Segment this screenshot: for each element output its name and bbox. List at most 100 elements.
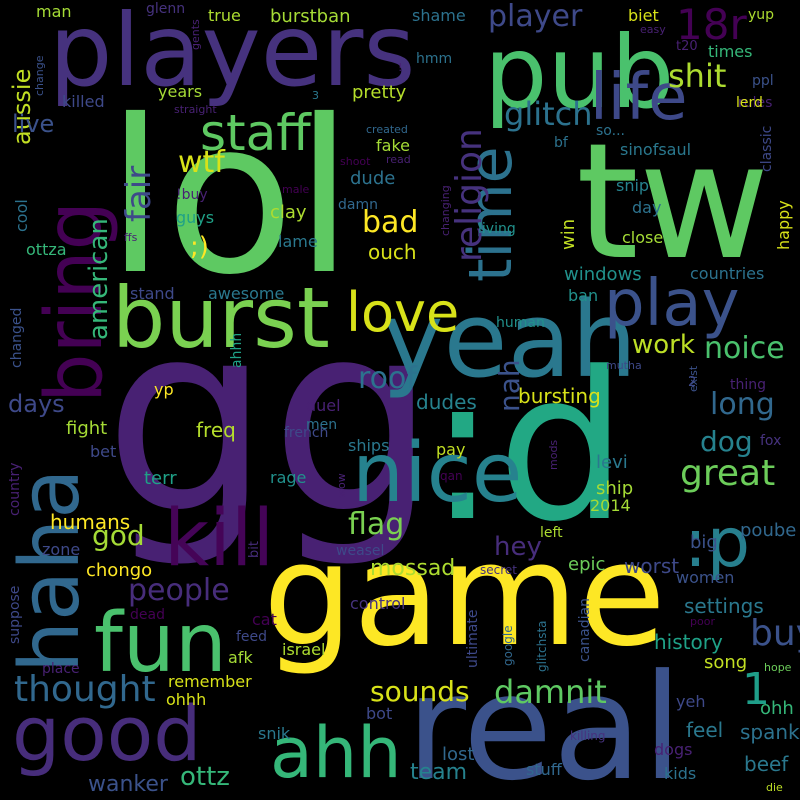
word: dudes xyxy=(416,390,477,414)
word: ohhh xyxy=(166,690,207,709)
word: history xyxy=(654,630,723,654)
word: rage xyxy=(270,468,307,487)
word: life xyxy=(590,61,688,135)
word: straight xyxy=(174,103,217,116)
word: 18r xyxy=(676,0,747,49)
word: ffs xyxy=(124,231,138,244)
word: glitchsta xyxy=(535,620,549,672)
word: lame xyxy=(278,232,318,251)
word: people xyxy=(128,573,230,608)
word: mutha xyxy=(606,359,642,372)
word: easy xyxy=(640,23,666,36)
word: die xyxy=(766,781,783,794)
word: thought xyxy=(14,669,156,710)
word: suppose xyxy=(7,585,23,644)
word: kids xyxy=(664,764,697,783)
word: bursting xyxy=(518,384,601,408)
word: stuff xyxy=(526,760,562,779)
word: ! xyxy=(398,61,403,74)
word: players xyxy=(49,0,416,109)
word: roof xyxy=(358,361,417,396)
word: remember xyxy=(168,672,252,691)
word: dogs xyxy=(654,740,693,759)
word: human xyxy=(496,315,545,331)
word: created xyxy=(366,123,408,136)
word: burst xyxy=(112,269,330,367)
word: fair xyxy=(119,165,159,222)
word: clay xyxy=(270,202,307,223)
word: times xyxy=(708,42,753,61)
word: humans xyxy=(50,510,131,534)
word: so... xyxy=(596,123,625,139)
word: dog xyxy=(700,425,753,458)
word: tw xyxy=(576,108,770,295)
word: wtf xyxy=(178,145,225,180)
word: god xyxy=(92,519,145,552)
word: ahh xyxy=(270,712,402,794)
word: feed xyxy=(236,629,268,645)
word: bad xyxy=(362,205,419,240)
word: control xyxy=(350,594,406,613)
word: years xyxy=(158,82,203,101)
word: poor xyxy=(690,615,715,628)
word: ship xyxy=(596,478,634,499)
word: biet xyxy=(628,6,659,25)
word: close xyxy=(622,228,664,247)
word: game xyxy=(263,513,666,678)
word: real xyxy=(406,643,683,800)
word: secret xyxy=(480,563,517,577)
word: chongo xyxy=(86,560,153,581)
word: ultimate xyxy=(465,609,481,668)
word: google xyxy=(501,625,515,666)
word: nice xyxy=(352,426,523,521)
word: spank xyxy=(740,720,800,744)
word: rules xyxy=(738,95,773,111)
word: sounds xyxy=(370,675,470,708)
word: lost xyxy=(442,744,475,765)
word: yeh xyxy=(676,692,706,711)
word: pretty xyxy=(352,82,407,103)
word: bot xyxy=(366,704,393,723)
word: buy xyxy=(750,613,800,654)
word: canadian xyxy=(577,598,593,662)
word: play xyxy=(604,267,740,341)
word: fight xyxy=(66,418,108,439)
word: glenn xyxy=(146,1,186,17)
word: men xyxy=(306,417,338,433)
word: stand xyxy=(130,284,175,303)
word: bf xyxy=(554,135,568,151)
word: good xyxy=(12,689,202,778)
word: hmm xyxy=(416,51,453,67)
word: women xyxy=(676,568,735,587)
word: cool xyxy=(12,199,31,232)
word: love xyxy=(346,281,460,344)
word: fake xyxy=(376,136,410,155)
word: thing xyxy=(730,377,767,393)
word: snip xyxy=(616,176,650,195)
word: yp xyxy=(154,380,174,399)
word: levi xyxy=(596,452,628,473)
word: windows xyxy=(564,264,642,285)
word: !buy xyxy=(176,187,208,203)
word: great xyxy=(680,453,776,494)
word: classic xyxy=(759,125,775,172)
word: 3 xyxy=(312,89,319,102)
word: noice xyxy=(704,331,785,366)
word: terr xyxy=(144,468,177,489)
word: mossad xyxy=(370,556,456,581)
word: t20 xyxy=(676,39,698,54)
word: :d xyxy=(428,329,628,567)
word: ;) xyxy=(190,232,209,262)
word: american xyxy=(84,218,114,340)
word: happy xyxy=(774,200,793,250)
word: shoot xyxy=(340,155,371,168)
word: left xyxy=(540,525,563,541)
word: win xyxy=(558,218,579,250)
word: wanker xyxy=(88,772,168,797)
word: religion xyxy=(449,128,490,262)
word: freq xyxy=(196,418,236,442)
word: poube xyxy=(740,520,797,541)
word: ppl xyxy=(752,73,774,89)
word: afk xyxy=(228,648,253,667)
